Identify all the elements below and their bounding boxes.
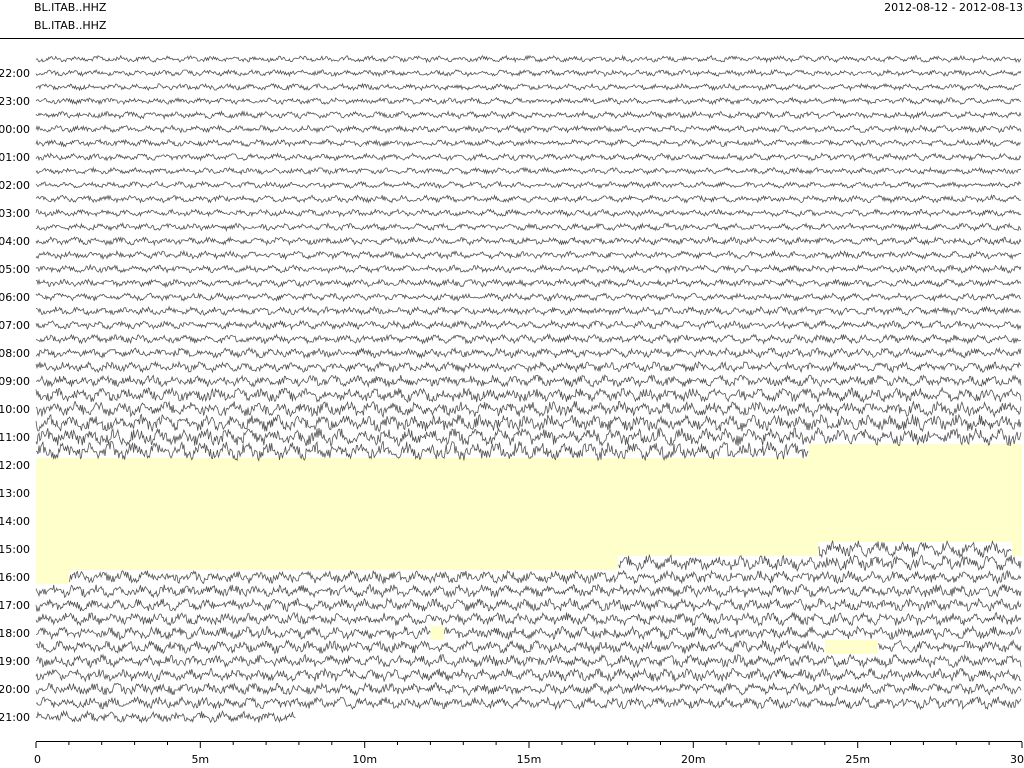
data-gap-12: [824, 640, 878, 654]
trace-line-11: [35, 208, 1022, 218]
trace-line-2: [35, 82, 1022, 92]
trace-line-28: [35, 440, 809, 462]
hour-label-0200: 02:00: [0, 179, 30, 192]
data-gap-6: [36, 528, 1022, 542]
trace-line-44: [35, 667, 1022, 683]
trace-line-0: [35, 54, 1022, 64]
trace-line-20: [35, 333, 1021, 345]
trace-line-21: [35, 346, 1022, 360]
trace-line-4: [35, 109, 1022, 120]
hour-label-1700: 17:00: [0, 599, 30, 612]
x-tick-label-10: 10m: [352, 753, 377, 766]
trace-line-36: [618, 553, 1022, 573]
hour-label-1600: 16:00: [0, 571, 30, 584]
x-tick-label-20: 20m: [681, 753, 706, 766]
trace-line-45: [35, 682, 1022, 697]
data-gap-1: [36, 458, 1022, 472]
trace-line-42: [35, 639, 1022, 656]
x-axis: 0 5m 10m 15m 20m 25m 30: [34, 741, 1024, 766]
trace-line-8: [35, 166, 1022, 176]
hour-label-1500: 15:00: [0, 543, 30, 556]
x-tick-label-30: 30: [1010, 753, 1024, 766]
hour-label-2000: 20:00: [0, 683, 30, 696]
trace-line-7: [35, 152, 1022, 162]
trace-line-1: [35, 68, 1022, 78]
station-title: BL.ITAB..HHZ: [34, 1, 107, 14]
hour-label-1800: 18:00: [0, 627, 30, 640]
trace-line-23: [35, 373, 1022, 388]
x-tick-label-5: 5m: [191, 753, 209, 766]
hour-label-1400: 14:00: [0, 515, 30, 528]
hour-label-0400: 04:00: [0, 235, 30, 248]
trace-line-13: [35, 235, 1022, 247]
trace-line-24: [35, 386, 1022, 404]
data-gap-2: [36, 472, 1022, 486]
channel-label: BL.ITAB..HHZ: [34, 19, 107, 32]
date-range: 2012-08-12 - 2012-08-13: [884, 1, 1023, 14]
x-tick-label-25: 25m: [845, 753, 870, 766]
trace-line-39: [35, 597, 1022, 613]
hour-label-0500: 05:00: [0, 263, 30, 276]
data-gap-4: [36, 500, 1022, 514]
trace-line-17: [35, 292, 1022, 303]
trace-line-22: [35, 360, 1022, 374]
trace-line-15: [35, 263, 1022, 275]
trace-line-19: [35, 319, 1022, 331]
data-gap-7: [36, 542, 819, 556]
data-gap-0: [808, 444, 1022, 458]
trace-line-47: [35, 709, 296, 724]
hour-labels: 22:00 23:00 00:00 01:00 02:00 03:00 04:00 05:00…: [0, 67, 30, 724]
hour-label-1200: 12:00: [0, 459, 30, 472]
hour-label-0700: 07:00: [0, 319, 30, 332]
trace-line-9: [35, 180, 1022, 190]
hour-label-0600: 06:00: [0, 291, 30, 304]
trace-line-18: [35, 305, 1022, 317]
hour-label-1000: 10:00: [0, 403, 30, 416]
hour-label-2200: 22:00: [0, 67, 30, 80]
hour-label-0000: 00:00: [0, 123, 30, 136]
hour-label-1100: 11:00: [0, 431, 30, 444]
trace-line-6: [35, 138, 1021, 148]
trace-line-35: [818, 539, 1012, 559]
trace-line-46: [35, 695, 1022, 711]
hour-label-0300: 03:00: [0, 207, 30, 220]
hour-label-2100: 21:00: [0, 711, 30, 724]
trace-line-10: [35, 194, 1021, 204]
trace-line-12: [35, 221, 1022, 233]
hour-label-1900: 19:00: [0, 655, 30, 668]
x-tick-label-0: 0: [34, 753, 41, 766]
hour-label-0100: 01:00: [0, 151, 30, 164]
trace-line-41: [35, 625, 1022, 641]
trace-line-43: [35, 653, 1022, 669]
data-gaps: [36, 444, 1022, 654]
trace-line-40: [35, 611, 1022, 627]
trace-line-25: [35, 400, 1022, 419]
data-gap-10: [36, 570, 69, 584]
x-tick-label-15: 15m: [517, 753, 542, 766]
trace-line-26: [35, 413, 1022, 433]
trace-line-38: [35, 583, 1022, 599]
hour-label-0900: 09:00: [0, 375, 30, 388]
hour-label-0800: 08:00: [0, 347, 30, 360]
trace-line-3: [35, 96, 1022, 106]
trace-line-27: [35, 427, 1022, 447]
trace-line-37: [69, 569, 1022, 585]
hour-label-1300: 13:00: [0, 487, 30, 500]
data-gap-3: [36, 486, 1022, 500]
trace-line-16: [35, 278, 1022, 289]
trace-line-14: [35, 249, 1022, 261]
data-gap-9: [36, 556, 618, 570]
data-gap-8: [1012, 542, 1022, 556]
data-gap-11: [430, 626, 444, 640]
traces: [35, 54, 1022, 724]
trace-line-5: [35, 124, 1022, 134]
data-gap-5: [36, 514, 1022, 528]
hour-label-2300: 23:00: [0, 95, 30, 108]
